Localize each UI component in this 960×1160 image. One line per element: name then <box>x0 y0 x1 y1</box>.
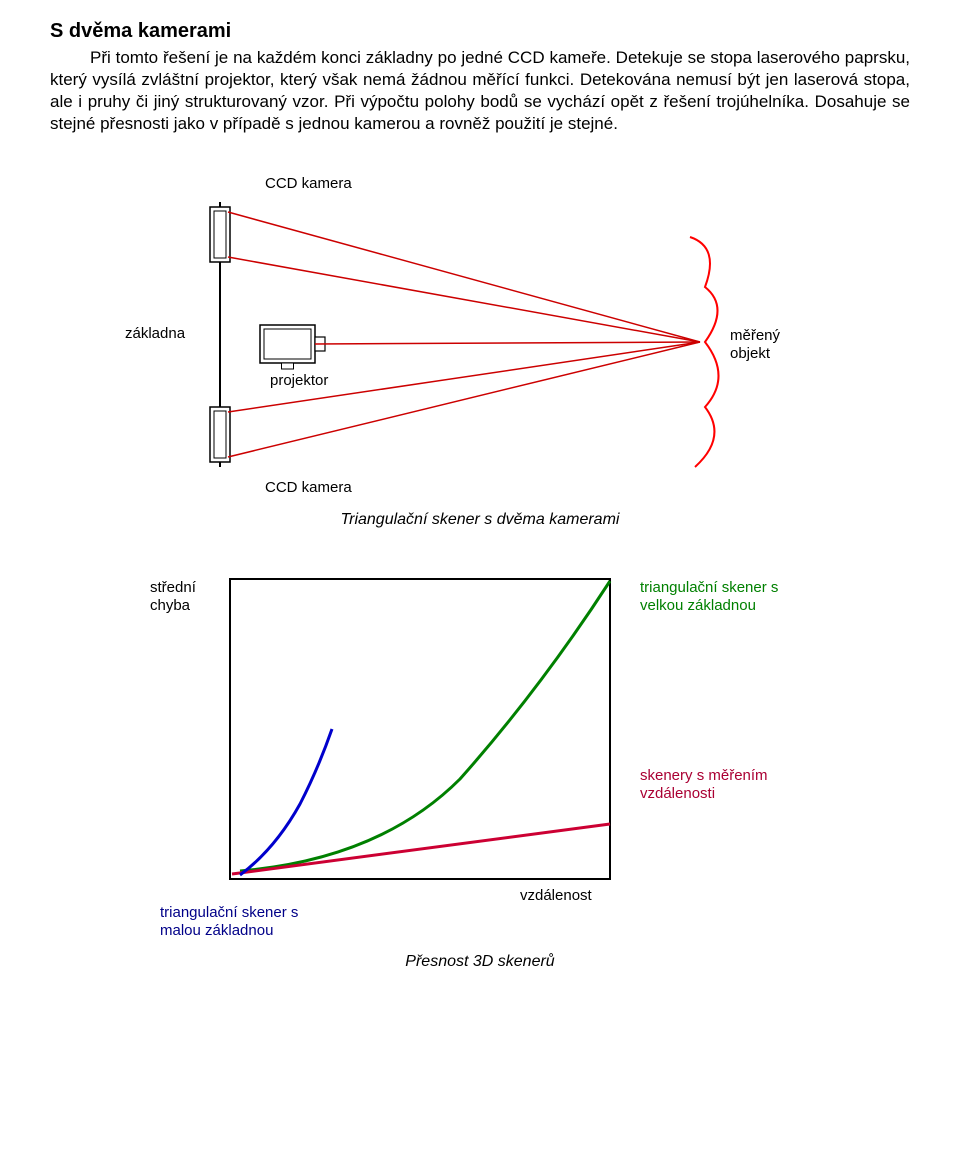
label-series-red: skenery s měřenímvzdálenosti <box>640 767 768 802</box>
caption-figure-2: Přesnost 3D skenerů <box>50 953 910 971</box>
figure-triangulation-scanner: CCD kamera CCD kamera základna projektor… <box>120 147 840 507</box>
label-series-blue: triangulační skener smalou základnou <box>160 904 298 939</box>
label-series-green: triangulační skener svelkou základnou <box>640 579 778 614</box>
label-projektor: projektor <box>270 372 328 389</box>
label-mereny-objekt: měřenýobjekt <box>730 327 780 362</box>
caption-figure-1: Triangulační skener s dvěma kamerami <box>50 511 910 529</box>
label-ccd-bottom: CCD kamera <box>265 479 352 496</box>
label-ccd-top: CCD kamera <box>265 175 352 192</box>
body-paragraph: Při tomto řešení je na každém konci zákl… <box>50 47 910 135</box>
label-x-axis: vzdálenost <box>520 887 592 904</box>
section-title: S dvěma kamerami <box>50 20 910 43</box>
figure-accuracy-chart: středníchyba vzdálenost triangulační ske… <box>120 549 840 949</box>
label-zakladna: základna <box>125 325 185 342</box>
label-y-axis: středníchyba <box>150 579 196 614</box>
